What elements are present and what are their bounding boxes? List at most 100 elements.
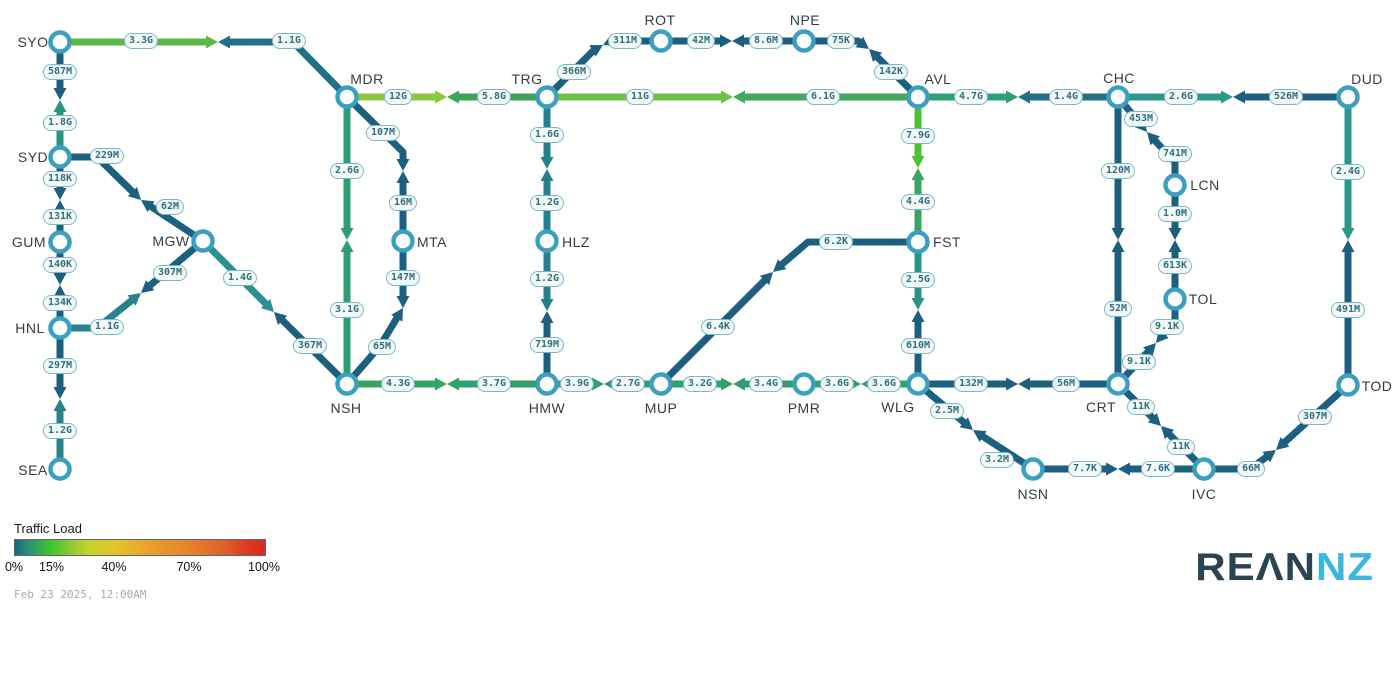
traffic-label-NSH-HMW[interactable]: 3.7G (476, 376, 512, 392)
node-PMR[interactable] (792, 372, 816, 396)
traffic-label-TRG-AVL[interactable]: 11G (625, 89, 655, 105)
traffic-label-MDR-NSH[interactable]: 3.1G (329, 302, 365, 318)
traffic-label-ROT-NPE[interactable]: 42M (686, 33, 716, 49)
traffic-label-MDR-TRG[interactable]: 12G (383, 89, 413, 105)
node-GUM[interactable] (48, 230, 72, 254)
traffic-label-HLZ-HMW[interactable]: 719M (529, 337, 565, 353)
traffic-label-CRT-IVC[interactable]: 11K (1166, 439, 1196, 455)
traffic-label-MDR-NSH[interactable]: 2.6G (329, 163, 365, 179)
traffic-label-MTA-NSH[interactable]: 65M (367, 339, 397, 355)
traffic-label-DUD-TOD[interactable]: 491M (1330, 302, 1366, 318)
traffic-label-SYO-MDR[interactable]: 1.1G (271, 33, 307, 49)
node-SEA[interactable] (48, 457, 72, 481)
traffic-label-TRG-HLZ[interactable]: 1.6G (529, 127, 565, 143)
traffic-label-AVL-CHC[interactable]: 1.4G (1048, 89, 1084, 105)
traffic-label-GUM-HNL[interactable]: 140K (42, 257, 78, 273)
traffic-label-HMW-MUP[interactable]: 2.7G (610, 376, 646, 392)
node-WLG[interactable] (906, 372, 930, 396)
node-HLZ[interactable] (535, 229, 559, 253)
node-MTA[interactable] (391, 229, 415, 253)
traffic-label-ROT-NPE[interactable]: 8.6M (748, 33, 784, 49)
traffic-label-IVC-TOD[interactable]: 66M (1236, 461, 1266, 477)
link-half[interactable] (777, 238, 918, 269)
traffic-label-MGW-NSH[interactable]: 1.4G (222, 270, 258, 286)
traffic-label-CHC-LCN[interactable]: 741M (1157, 146, 1193, 162)
node-CRT[interactable] (1106, 372, 1130, 396)
traffic-label-SYO-SYD[interactable]: 1.8G (42, 115, 78, 131)
traffic-label-HMW-MUP[interactable]: 3.9G (559, 376, 595, 392)
node-DUD[interactable] (1336, 85, 1360, 109)
traffic-label-HLZ-HMW[interactable]: 1.2G (529, 271, 565, 287)
traffic-label-CHC-DUD[interactable]: 526M (1268, 89, 1304, 105)
traffic-label-AVL-FST[interactable]: 7.9G (900, 128, 936, 144)
traffic-label-PMR-WLG[interactable]: 3.6G (819, 376, 855, 392)
traffic-label-CHC-CRT[interactable]: 120M (1100, 163, 1136, 179)
traffic-label-SYD-GUM[interactable]: 131K (42, 209, 78, 225)
node-HMW[interactable] (535, 372, 559, 396)
traffic-label-CHC-LCN[interactable]: 453M (1123, 111, 1159, 127)
node-TRG[interactable] (535, 85, 559, 109)
traffic-label-MGW-NSH[interactable]: 367M (292, 338, 328, 354)
traffic-label-MUP-PMR[interactable]: 3.4G (748, 376, 784, 392)
node-TOD[interactable] (1336, 373, 1360, 397)
traffic-label-MUP-FST[interactable]: 6.4K (700, 319, 736, 335)
traffic-label-NSN-IVC[interactable]: 7.6K (1140, 461, 1176, 477)
node-NSN[interactable] (1021, 457, 1045, 481)
traffic-label-WLG-NSN[interactable]: 2.5M (929, 403, 965, 419)
traffic-label-SYO-MDR[interactable]: 3.3G (123, 33, 159, 49)
traffic-label-CHC-CRT[interactable]: 52M (1103, 301, 1133, 317)
traffic-label-PMR-WLG[interactable]: 3.6G (866, 376, 902, 392)
traffic-label-LCN-TOL[interactable]: 1.0M (1157, 206, 1193, 222)
link-half[interactable] (227, 38, 350, 100)
traffic-label-TRG-ROT[interactable]: 366M (556, 64, 592, 80)
traffic-label-CHC-DUD[interactable]: 2.6G (1163, 89, 1199, 105)
traffic-label-SYD-GUM[interactable]: 118K (42, 171, 78, 187)
traffic-label-SYD-MGW[interactable]: 62M (155, 199, 185, 215)
node-AVL[interactable] (906, 85, 930, 109)
traffic-label-HNL-SEA[interactable]: 1.2G (42, 423, 78, 439)
traffic-label-AVL-CHC[interactable]: 4.7G (953, 89, 989, 105)
traffic-label-MDR-TRG[interactable]: 5.8G (476, 89, 512, 105)
traffic-label-WLG-CRT[interactable]: 132M (953, 376, 989, 392)
traffic-label-GUM-HNL[interactable]: 134K (42, 295, 78, 311)
traffic-label-MTA-NSH[interactable]: 147M (385, 270, 421, 286)
node-HNL[interactable] (48, 316, 72, 340)
traffic-label-TRG-AVL[interactable]: 6.1G (805, 89, 841, 105)
node-FST[interactable] (906, 230, 930, 254)
traffic-label-NPE-AVL[interactable]: 142K (873, 64, 909, 80)
node-CHC[interactable] (1106, 85, 1130, 109)
traffic-label-AVL-FST[interactable]: 4.4G (900, 194, 936, 210)
node-MUP[interactable] (649, 372, 673, 396)
traffic-label-LCN-TOL[interactable]: 613K (1157, 258, 1193, 274)
node-SYO[interactable] (48, 30, 72, 54)
traffic-label-MDR-MTA[interactable]: 107M (365, 125, 401, 141)
traffic-label-TRG-ROT[interactable]: 311M (607, 33, 643, 49)
traffic-label-WLG-NSN[interactable]: 3.2M (979, 452, 1015, 468)
node-TOL[interactable] (1163, 287, 1187, 311)
node-MDR[interactable] (335, 85, 359, 109)
traffic-label-MUP-PMR[interactable]: 3.2G (682, 376, 718, 392)
traffic-label-IVC-TOD[interactable]: 307M (1297, 409, 1333, 425)
traffic-label-DUD-TOD[interactable]: 2.4G (1330, 164, 1366, 180)
traffic-label-NSN-IVC[interactable]: 7.7K (1067, 461, 1103, 477)
traffic-label-FST-WLG[interactable]: 2.5G (900, 272, 936, 288)
node-MGW[interactable] (191, 229, 215, 253)
traffic-label-HNL-SEA[interactable]: 297M (42, 358, 78, 374)
traffic-label-SYD-MGW[interactable]: 229M (89, 148, 125, 164)
traffic-label-NSH-HMW[interactable]: 4.3G (380, 376, 416, 392)
traffic-label-TOL-CRT[interactable]: 9.1K (1121, 354, 1157, 370)
traffic-label-TOL-CRT[interactable]: 9.1K (1149, 319, 1185, 335)
node-SYD[interactable] (48, 145, 72, 169)
node-ROT[interactable] (649, 29, 673, 53)
traffic-label-CRT-IVC[interactable]: 11K (1126, 399, 1156, 415)
traffic-label-TRG-HLZ[interactable]: 1.2G (529, 195, 565, 211)
node-IVC[interactable] (1192, 457, 1216, 481)
traffic-label-MDR-MTA[interactable]: 16M (388, 195, 418, 211)
node-LCN[interactable] (1163, 173, 1187, 197)
traffic-label-SYO-SYD[interactable]: 587M (42, 64, 78, 80)
traffic-label-HNL-MGW[interactable]: 1.1G (89, 319, 125, 335)
node-NPE[interactable] (792, 29, 816, 53)
traffic-label-HNL-MGW[interactable]: 307M (152, 265, 188, 281)
traffic-label-WLG-CRT[interactable]: 56M (1051, 376, 1081, 392)
link-half[interactable] (344, 94, 407, 162)
